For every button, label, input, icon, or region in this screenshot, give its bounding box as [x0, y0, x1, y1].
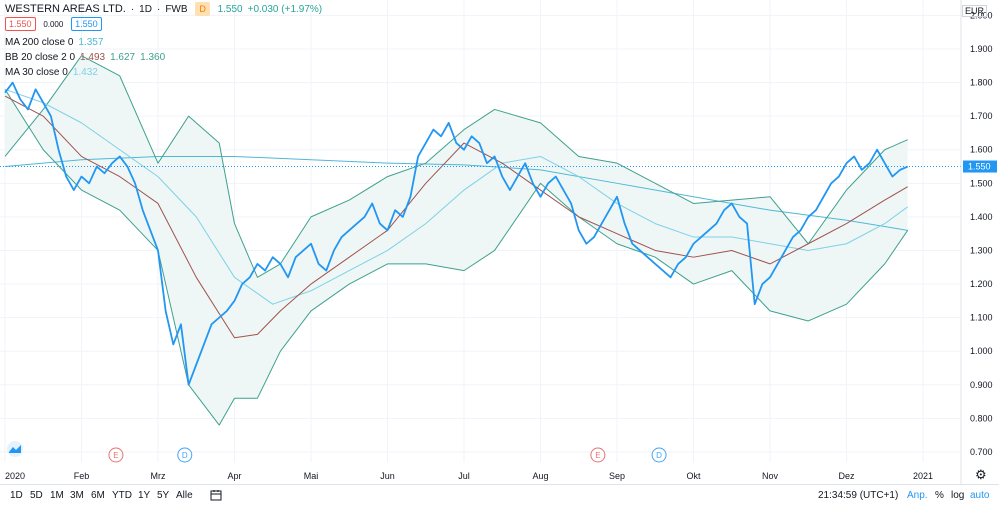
price-axis[interactable]: 0.700 0.800 0.900 1.000 1.100 1.200 1.300 1.400…	[960, 0, 993, 484]
indicator-value: 1.493	[80, 52, 106, 63]
series-bb-basis	[4, 95, 908, 339]
currency: EUR	[962, 5, 988, 17]
buy-button[interactable]: 1.550	[71, 17, 102, 31]
range-1d[interactable]: 1D	[10, 490, 23, 501]
symbol-name: WESTERN AREAS LTD.	[5, 3, 126, 15]
x-tick-label: Jun	[380, 471, 395, 481]
y-tick-label: 1.500	[970, 178, 993, 188]
indicator-label: MA 30 close 0	[5, 67, 68, 78]
sell-button[interactable]: 1.550	[5, 17, 36, 31]
y-tick-label: 1.100	[970, 313, 993, 323]
x-tick-label: Dez	[838, 471, 855, 481]
series-ma30	[4, 88, 908, 305]
adjust-toggle[interactable]: Anp.	[907, 490, 928, 501]
legend-header: WESTERN AREAS LTD. · 1D · FWB D 1.550 +0.030 …	[5, 2, 327, 17]
range-all[interactable]: Alle	[176, 490, 193, 501]
earnings-marker[interactable]	[590, 447, 606, 463]
settings-gear-icon[interactable]: ⚙	[975, 467, 987, 482]
date-range-icon[interactable]	[210, 489, 222, 504]
x-tick-label: 2021	[913, 471, 933, 481]
y-tick-label: 1.400	[970, 212, 993, 222]
series-price	[4, 81, 909, 386]
range-1y[interactable]: 1Y	[138, 490, 151, 501]
x-tick-label: 2020	[5, 471, 25, 481]
sep-2: ·	[156, 4, 161, 15]
y-tick-label: 1.700	[970, 111, 993, 121]
series-bb-upper	[4, 55, 908, 278]
range-3m[interactable]: 3M	[70, 490, 84, 501]
indicator-ma30[interactable]: MA 30 close 0 1.432	[5, 66, 103, 80]
currency-label[interactable]: EUR	[962, 5, 994, 17]
dividend-marker[interactable]	[651, 447, 667, 463]
indicator-label: MA 200 close 0	[5, 37, 74, 48]
y-tick-label: 1.600	[970, 145, 993, 155]
trade-row: 1.550 0.000 1.550	[5, 17, 107, 32]
y-tick-label: 2.000	[970, 10, 993, 20]
last-price-label: 1.550	[968, 162, 991, 172]
event-marker-label: D	[656, 451, 662, 460]
logo-icon[interactable]	[7, 441, 23, 457]
x-tick-label: Aug	[532, 471, 548, 481]
clock[interactable]: 21:34:59 (UTC+1)	[818, 490, 899, 501]
range-ytd[interactable]: YTD	[112, 490, 132, 501]
x-tick-label: Nov	[762, 471, 779, 481]
x-tick-label: Okt	[686, 471, 701, 481]
x-tick-label: Jul	[458, 471, 470, 481]
indicator-ma200[interactable]: MA 200 close 0 1.357	[5, 36, 108, 50]
dividend-marker[interactable]	[177, 447, 193, 463]
y-tick-label: 1.000	[970, 346, 993, 356]
indicator-value: 1.357	[78, 37, 104, 48]
interval[interactable]: 1D	[139, 4, 152, 15]
y-tick-label: 0.800	[970, 413, 993, 423]
sep-1: ·	[130, 4, 135, 15]
event-marker-label: E	[595, 451, 600, 460]
y-tick-label: 1.900	[970, 44, 993, 54]
range-5y[interactable]: 5Y	[157, 490, 170, 501]
indicator-value: 1.627	[110, 52, 136, 63]
price-change: +0.030 (+1.97%)	[247, 4, 323, 15]
x-tick-label: Feb	[74, 471, 90, 481]
x-tick-label: Mrz	[151, 471, 166, 481]
x-tick-label: Mai	[304, 471, 319, 481]
spread: 0.000	[43, 20, 64, 29]
series-ma200	[4, 155, 908, 231]
range-6m[interactable]: 6M	[91, 490, 105, 501]
bottom-toolbar: 1D 5D 1M 3M 6M YTD 1Y 5Y Alle 21:34:59 (…	[0, 484, 999, 508]
price-chart[interactable]: 0.700 0.800 0.900 1.000 1.100 1.200 1.300 1.400…	[0, 0, 999, 484]
last-price-badge	[963, 160, 997, 173]
y-tick-label: 0.700	[970, 447, 993, 457]
y-tick-label: 1.300	[970, 245, 993, 255]
indicator-value: 1.360	[140, 52, 166, 63]
x-tick-label: Sep	[609, 471, 625, 481]
indicator-bb[interactable]: BB 20 close 2 0 1.493 1.627 1.360	[5, 51, 170, 65]
indicator-label: BB 20 close 2 0	[5, 52, 76, 63]
event-marker-label: D	[182, 451, 188, 460]
time-axis[interactable]: 2020 Feb Mrz Apr Mai Jun Jul Aug Sep Okt Nov Dez 202…	[5, 471, 933, 481]
x-tick-label: Apr	[227, 471, 241, 481]
dividend-badge[interactable]: D	[195, 2, 210, 16]
event-marker-label: E	[113, 451, 118, 460]
log-toggle[interactable]: log	[951, 490, 965, 501]
y-tick-label: 0.900	[970, 380, 993, 390]
y-tick-label: 1.200	[970, 279, 993, 289]
range-1m[interactable]: 1M	[50, 490, 64, 501]
bollinger-band-fill	[5, 55, 908, 426]
y-tick-label: 1.800	[970, 78, 993, 88]
auto-toggle[interactable]: auto	[970, 490, 990, 501]
percent-toggle[interactable]: %	[935, 490, 944, 501]
exchange: FWB	[165, 4, 188, 15]
series-lines	[4, 55, 909, 426]
earnings-marker[interactable]	[108, 447, 124, 463]
range-5d[interactable]: 5D	[30, 490, 43, 501]
indicator-value: 1.432	[72, 67, 98, 78]
last-price: 1.550	[217, 4, 243, 15]
